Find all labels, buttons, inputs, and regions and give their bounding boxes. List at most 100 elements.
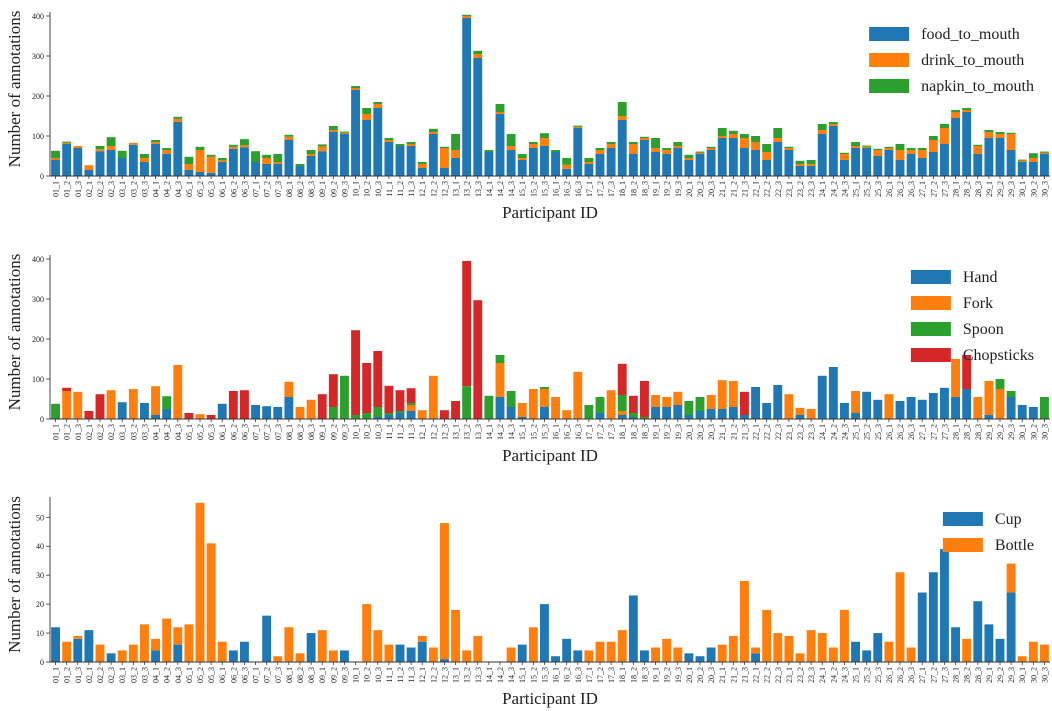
bar bbox=[251, 405, 260, 419]
x-tick-label: 22_1 bbox=[752, 181, 761, 197]
legend-label: Bottle bbox=[995, 537, 1034, 554]
bar bbox=[995, 638, 1005, 662]
legend-swatch bbox=[869, 27, 910, 41]
bar bbox=[473, 50, 483, 54]
x-tick-label: 08_3 bbox=[307, 667, 316, 683]
bar bbox=[528, 627, 538, 662]
x-tick-label: 07_3 bbox=[274, 424, 283, 440]
y-tick-label: 100 bbox=[32, 375, 44, 384]
x-tick-label: 24_2 bbox=[829, 424, 838, 440]
bar bbox=[417, 162, 427, 164]
bar bbox=[751, 136, 760, 142]
x-tick-label: 02_1 bbox=[85, 667, 94, 683]
bar bbox=[640, 417, 649, 419]
x-tick-label: 12_2 bbox=[429, 181, 438, 197]
bar bbox=[673, 146, 683, 148]
x-tick-label: 22_3 bbox=[774, 667, 783, 683]
bar bbox=[851, 142, 860, 146]
x-tick-label: 20_1 bbox=[685, 181, 694, 197]
bar bbox=[195, 414, 205, 419]
bar bbox=[1040, 152, 1049, 154]
x-tick-label: 23_1 bbox=[785, 181, 794, 197]
bar bbox=[351, 415, 360, 419]
bar bbox=[228, 148, 238, 176]
bar bbox=[562, 168, 572, 176]
bar bbox=[928, 152, 938, 176]
x-tick-label: 07_1 bbox=[252, 667, 261, 683]
x-tick-label: 21_2 bbox=[729, 667, 738, 683]
x-tick-label: 11_1 bbox=[385, 181, 394, 197]
bar bbox=[784, 150, 794, 176]
x-tick-label: 22_3 bbox=[774, 181, 783, 197]
x-tick-label: 29_2 bbox=[996, 424, 1005, 440]
x-tick-label: 21_3 bbox=[740, 181, 749, 197]
bar bbox=[540, 146, 549, 176]
x-tick-label: 09_1 bbox=[318, 181, 327, 197]
bar bbox=[506, 134, 516, 146]
bar bbox=[617, 415, 627, 419]
bar bbox=[62, 387, 72, 391]
bar bbox=[617, 116, 627, 120]
bar bbox=[373, 104, 383, 108]
x-tick-label: 26_1 bbox=[885, 181, 894, 197]
x-tick-label: 30_3 bbox=[1040, 424, 1049, 440]
bar bbox=[328, 126, 338, 130]
x-tick-label: 05_2 bbox=[196, 424, 205, 440]
bar bbox=[317, 394, 327, 419]
bar bbox=[851, 413, 860, 419]
bar bbox=[662, 397, 672, 407]
bar bbox=[362, 108, 372, 114]
bar bbox=[728, 130, 738, 134]
bar bbox=[173, 627, 183, 645]
x-tick-label: 20_2 bbox=[696, 424, 705, 440]
x-tick-label: 07_1 bbox=[252, 181, 261, 197]
x-tick-label: 26_1 bbox=[885, 667, 894, 683]
bar bbox=[640, 381, 649, 417]
x-tick-label: 08_1 bbox=[285, 424, 294, 440]
bar bbox=[495, 114, 505, 176]
legend: Cup Bottle bbox=[942, 511, 1034, 554]
bar bbox=[373, 630, 383, 662]
bar bbox=[617, 363, 627, 395]
bar bbox=[440, 410, 449, 419]
x-tick-label: 12_2 bbox=[429, 424, 438, 440]
x-tick-label: 01_3 bbox=[74, 424, 83, 440]
x-tick-label: 18_1 bbox=[618, 424, 627, 440]
bar bbox=[973, 144, 983, 146]
bar bbox=[695, 154, 705, 176]
x-tick-label: 27_2 bbox=[929, 424, 938, 440]
bar bbox=[484, 395, 494, 419]
bar bbox=[728, 635, 738, 662]
y-axis-label: Number of annotations bbox=[5, 11, 24, 168]
bar bbox=[784, 148, 794, 150]
x-tick-label: 04_1 bbox=[152, 181, 161, 197]
bar bbox=[1006, 134, 1016, 150]
bar bbox=[162, 409, 172, 419]
legend: Hand Fork Spoon Chopsticks bbox=[910, 269, 1034, 364]
bar bbox=[773, 142, 783, 176]
bar bbox=[195, 146, 205, 150]
x-tick-label: 14_2 bbox=[496, 181, 505, 197]
bar bbox=[240, 390, 249, 419]
x-tick-label: 21_3 bbox=[740, 667, 749, 683]
x-tick-label: 20_3 bbox=[707, 181, 716, 197]
x-tick-label: 26_2 bbox=[896, 424, 905, 440]
x-tick-label: 16_1 bbox=[552, 181, 561, 197]
x-tick-label: 06_1 bbox=[218, 667, 227, 683]
x-tick-label: 17_2 bbox=[596, 181, 605, 197]
x-tick-label: 22_2 bbox=[763, 667, 772, 683]
bar bbox=[740, 580, 749, 662]
bar bbox=[706, 395, 716, 409]
bar bbox=[384, 415, 394, 419]
x-tick-label: 29_3 bbox=[1007, 667, 1016, 683]
x-tick-label: 26_3 bbox=[907, 667, 916, 683]
x-axis-label: Participant ID bbox=[502, 446, 598, 465]
x-tick-label: 02_1 bbox=[85, 424, 94, 440]
bar bbox=[506, 647, 516, 662]
bar bbox=[151, 386, 160, 415]
bar bbox=[217, 641, 227, 662]
x-tick-label: 09_2 bbox=[329, 424, 338, 440]
bar bbox=[640, 140, 649, 176]
bar bbox=[106, 137, 116, 146]
bar bbox=[195, 150, 205, 172]
